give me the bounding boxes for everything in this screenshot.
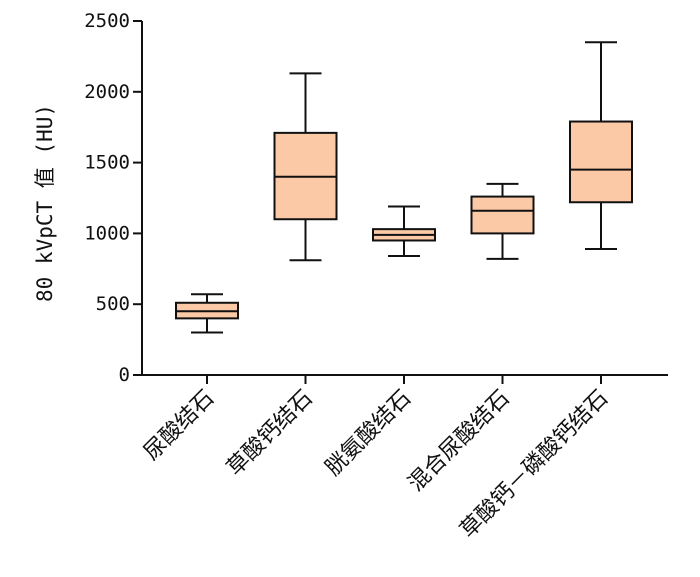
y-tick-label: 1000 [84, 222, 130, 244]
box-3 [372, 205, 436, 258]
box-iqr [569, 120, 633, 204]
x-tick-label: 胱氨酸结石 [321, 386, 416, 481]
x-tick-label: 混合尿酸结石 [404, 386, 515, 497]
box-2 [273, 72, 338, 262]
y-tick-label: 0 [119, 364, 130, 386]
y-axis-title-group: 80 kVpCT 值 (HU) [33, 104, 57, 302]
y-tick-label: 1500 [84, 152, 130, 174]
y-tick-label: 2000 [84, 81, 130, 103]
y-axis: 0 500 1000 1500 2000 2500 [84, 10, 143, 386]
box-1 [175, 293, 239, 334]
box-4 [470, 182, 535, 260]
box-iqr [470, 195, 535, 235]
x-tick-label: 草酸钙结石 [222, 386, 317, 481]
y-axis-title: 80 kVpCT 值 (HU) [33, 104, 57, 302]
x-tick-label: 尿酸结石 [139, 386, 219, 466]
y-tick-label: 500 [96, 293, 130, 315]
box-series [175, 41, 633, 334]
y-tick-label: 2500 [84, 10, 130, 32]
box-5 [569, 41, 633, 250]
